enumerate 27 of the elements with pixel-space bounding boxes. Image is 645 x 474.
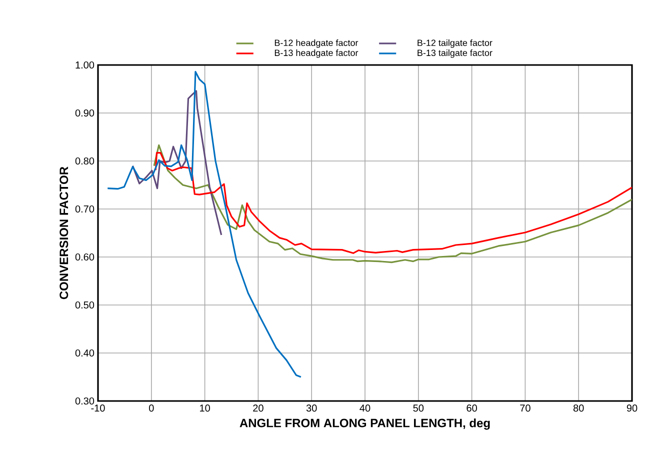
legend-label: B-13 headgate factor <box>274 49 358 58</box>
y-tick-label: 0.90 <box>75 109 94 117</box>
x-tick-label: 10 <box>200 404 210 412</box>
y-tick-label: 0.60 <box>75 253 94 261</box>
x-axis-title: ANGLE FROM ALONG PANEL LENGTH, deg <box>240 418 490 430</box>
y-tick-label: 0.70 <box>75 205 94 213</box>
y-tick-label: 0.40 <box>75 349 94 357</box>
x-tick-label: 70 <box>520 404 530 412</box>
y-tick-label: 1.00 <box>76 61 94 69</box>
line-series <box>106 70 302 378</box>
y-tick-label: 0.80 <box>75 157 94 165</box>
x-tick-label: 20 <box>253 404 264 412</box>
x-tick-label: 40 <box>360 404 370 412</box>
legend-label: B-13 tailgate factor <box>418 49 492 58</box>
y-tick-label: 0.30 <box>75 397 94 405</box>
x-tick-label: 0 <box>149 404 154 412</box>
x-tick-label: -10 <box>91 404 105 412</box>
y-tick-label: 0.50 <box>75 301 94 309</box>
x-tick-label: 90 <box>626 404 638 412</box>
legend-label: B-12 headgate factor <box>274 39 358 48</box>
legend-label: B-12 tailgate factor <box>418 39 492 48</box>
x-tick-label: 80 <box>573 404 584 412</box>
x-tick-label: 50 <box>413 404 424 412</box>
x-tick-label: 30 <box>306 404 317 412</box>
y-axis-title: CONVERSION FACTOR <box>60 166 68 300</box>
x-tick-label: 60 <box>466 404 477 412</box>
line-series <box>132 90 222 236</box>
